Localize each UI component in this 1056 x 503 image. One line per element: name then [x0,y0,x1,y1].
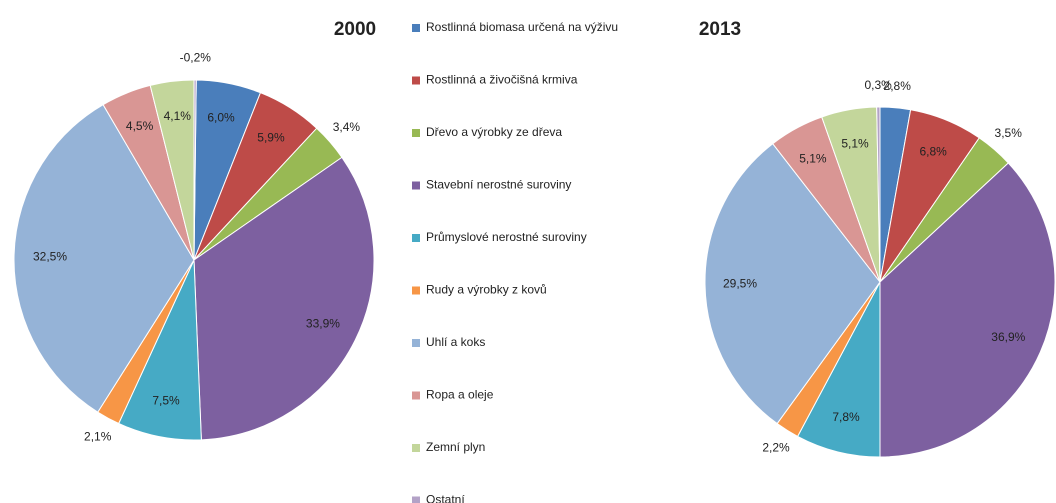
legend-label: Rostlinná biomasa určená na výživu [426,20,618,34]
legend-label: Rostlinná a živočišná krmiva [426,73,578,87]
chart-title: 2013 [699,19,741,40]
legend-swatch [412,181,420,190]
legend-swatch [412,76,420,85]
data-label: 4,1% [164,109,192,123]
legend-label: Stavební nerostné suroviny [426,178,571,192]
data-label: 36,9% [991,330,1025,344]
data-label: 33,9% [306,316,340,330]
pie-slice [193,156,375,441]
legend-swatch [412,129,420,137]
data-label: 2,8% [884,79,912,93]
data-label: 3,4% [333,120,361,134]
legend-swatch [412,286,420,295]
data-label: 7,8% [832,410,860,424]
data-label: -0,2% [180,51,212,65]
chart-title: 2000 [334,19,376,40]
data-label: 5,1% [799,151,827,165]
pie-slice [876,106,881,283]
legend-label: Uhlí a koks [426,335,485,349]
legend-swatch [412,24,420,32]
pie-slice [193,79,197,261]
legend-swatch [412,391,420,400]
legend-label: Průmyslové nerostné suroviny [426,230,587,244]
legend-swatch [412,496,420,503]
legend-label: Ropa a oleje [426,388,494,402]
legend-label: Rudy a výrobky z kovů [426,283,547,297]
legend-label: Ostatní [426,493,465,503]
data-label: 4,5% [126,119,154,133]
data-label: 7,5% [152,393,180,407]
data-label: 32,5% [33,250,67,264]
legend-swatch [412,444,420,452]
legend-label: Dřevo a výrobky ze dřeva [426,125,562,139]
data-label: 6,0% [207,111,235,125]
legend-swatch [412,339,420,347]
data-label: 29,5% [723,276,757,290]
data-label: 6,8% [919,145,947,159]
legend-label: Zemní plyn [426,440,485,454]
legend-swatch [412,234,420,242]
data-label: 5,1% [841,136,869,150]
data-label: 3,5% [995,126,1023,140]
data-label: 0,3% [864,78,892,92]
data-label: 2,1% [84,429,112,443]
pie-slice [879,162,1056,458]
pie-slice [704,143,881,425]
pie-slice [13,103,195,413]
data-label: 2,2% [762,440,790,454]
data-label: 5,9% [257,130,285,144]
